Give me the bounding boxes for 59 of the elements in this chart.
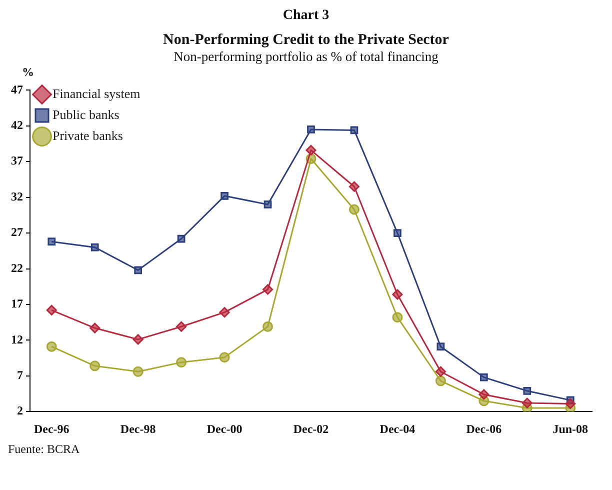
point (350, 126, 358, 134)
chart-title: Non-Performing Credit to the Private Sector (162, 32, 450, 49)
point (523, 386, 532, 395)
point (262, 321, 274, 332)
point (262, 284, 274, 295)
x-tick-label: Dec-04 (380, 422, 416, 436)
x-tick-label: Dec-96 (34, 422, 70, 436)
y-axis-title: % (22, 65, 35, 80)
y-tick-label: 22 (11, 260, 23, 275)
point (90, 360, 100, 372)
point (394, 229, 402, 237)
point (177, 234, 186, 243)
caption: Chart 3 (282, 8, 330, 24)
point (348, 181, 360, 192)
point (176, 321, 187, 332)
point (219, 307, 230, 318)
point (264, 200, 272, 208)
y-tick-label: 2 (17, 404, 23, 418)
x-tick-label: Dec-98 (120, 422, 156, 436)
point (220, 192, 228, 200)
point (132, 366, 144, 377)
y-tick-label: 32 (11, 189, 23, 204)
point (132, 334, 144, 345)
point (565, 398, 576, 409)
y-tick-label: 27 (11, 225, 23, 240)
y-tick-label: 42 (11, 118, 23, 132)
source-note: Fuente: BCRA (8, 442, 81, 457)
y-tick-label: 7 (17, 368, 23, 382)
point (90, 322, 100, 334)
point (392, 289, 403, 300)
point (435, 366, 446, 377)
y-tick-label: 37 (11, 154, 23, 168)
legend-label: Financial system (52, 86, 140, 101)
point (48, 238, 56, 246)
legend-label: Private banks (52, 128, 123, 143)
y-tick-label: 17 (11, 296, 23, 311)
point (307, 126, 315, 134)
point (478, 389, 490, 400)
y-tick-label: 12 (11, 332, 23, 346)
point (392, 312, 403, 323)
legend-label: Public banks (52, 106, 120, 122)
chart-subtitle: Non-performing portfolio as % of total financing (172, 49, 440, 65)
point (134, 266, 142, 274)
point (46, 341, 57, 352)
point (176, 357, 187, 368)
x-tick-label: Dec-06 (466, 422, 502, 436)
point (219, 352, 230, 363)
point (480, 373, 488, 382)
y-tick-label: 47 (11, 82, 23, 96)
point (435, 376, 446, 386)
point (436, 342, 445, 351)
point (522, 398, 532, 408)
x-tick-label: Jun-08 (552, 422, 588, 436)
point (46, 304, 57, 316)
point (348, 204, 360, 215)
point (306, 144, 316, 156)
x-tick-label: Dec-02 (293, 422, 329, 436)
point (90, 243, 99, 252)
x-tick-label: Dec-00 (206, 422, 242, 436)
